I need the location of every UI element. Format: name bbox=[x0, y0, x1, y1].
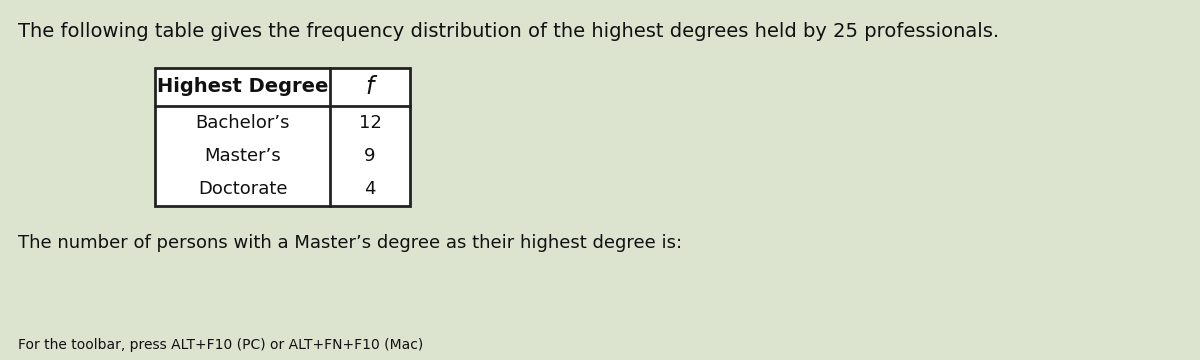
Text: f: f bbox=[366, 75, 374, 99]
Text: For the toolbar, press ALT+F10 (PC) or ALT+FN+F10 (Mac): For the toolbar, press ALT+F10 (PC) or A… bbox=[18, 338, 424, 352]
Text: Doctorate: Doctorate bbox=[198, 180, 287, 198]
Text: 4: 4 bbox=[365, 180, 376, 198]
Text: Bachelor’s: Bachelor’s bbox=[196, 114, 289, 132]
Text: 12: 12 bbox=[359, 114, 382, 132]
Text: The following table gives the frequency distribution of the highest degrees held: The following table gives the frequency … bbox=[18, 22, 1000, 41]
Text: Highest Degree: Highest Degree bbox=[157, 77, 328, 96]
Text: Master’s: Master’s bbox=[204, 147, 281, 165]
Text: 9: 9 bbox=[365, 147, 376, 165]
Bar bbox=[155, 68, 410, 206]
Text: The number of persons with a Master’s degree as their highest degree is:: The number of persons with a Master’s de… bbox=[18, 234, 682, 252]
